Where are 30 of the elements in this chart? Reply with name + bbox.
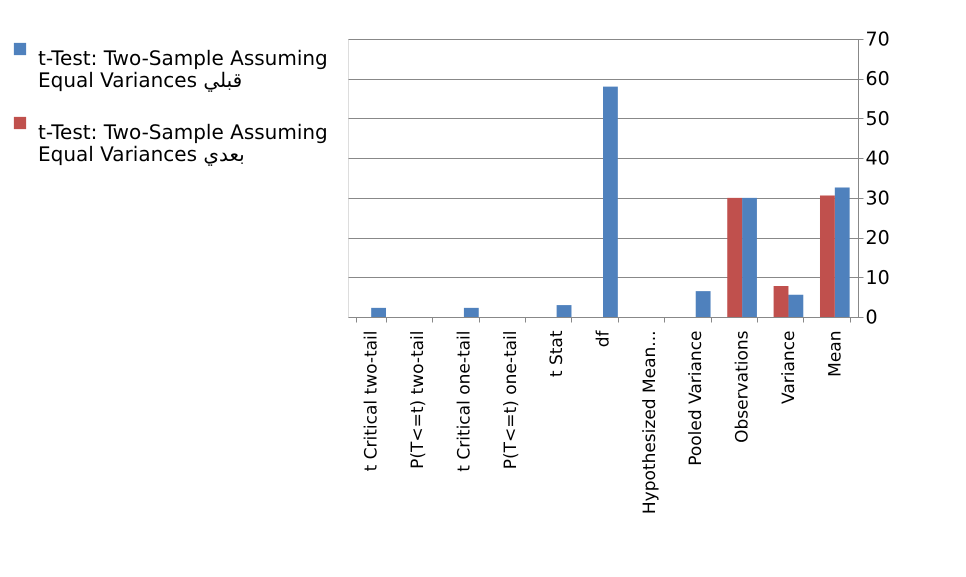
x-tick-label: t Critical two-tail xyxy=(362,330,382,472)
x-tick-label: Observations xyxy=(732,330,753,443)
bar xyxy=(774,286,788,317)
x-tick-label: P(T<=t) one-tail xyxy=(500,330,521,470)
bar xyxy=(556,305,572,317)
bar xyxy=(696,291,711,317)
x-tick-label: Variance xyxy=(778,330,799,404)
x-tick-label: Hypothesized Mean... xyxy=(640,330,660,514)
y-tick-label: 30 xyxy=(866,187,890,210)
x-tick-label: t Stat xyxy=(547,330,568,378)
bar xyxy=(742,198,757,317)
bar xyxy=(788,294,804,317)
bar xyxy=(603,86,618,317)
y-tick-label: 0 xyxy=(866,306,878,328)
bar xyxy=(834,188,850,317)
y-tick-label: 50 xyxy=(866,108,890,130)
y-tick-label: 20 xyxy=(866,227,890,250)
y-tick-label: 40 xyxy=(866,148,890,170)
bar xyxy=(464,308,479,317)
y-tick-label: 60 xyxy=(866,68,890,90)
bar xyxy=(727,198,742,317)
bar xyxy=(820,195,835,317)
x-tick-label: t Critical one-tail xyxy=(454,330,474,472)
x-tick-label: Mean xyxy=(825,330,846,377)
y-tick-label: 10 xyxy=(866,266,890,289)
bar xyxy=(371,308,386,317)
x-tick-label: Pooled Variance xyxy=(686,330,706,466)
x-tick-label: df xyxy=(594,329,614,348)
x-tick-label: P(T<=t) two-tail xyxy=(408,330,428,469)
y-tick-label: 70 xyxy=(866,28,890,50)
